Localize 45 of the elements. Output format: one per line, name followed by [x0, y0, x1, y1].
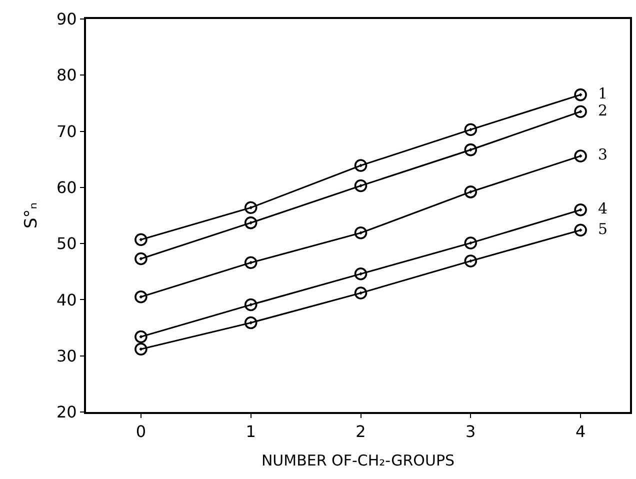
y-tick-label: 90 — [56, 10, 77, 29]
y-tick-label: 70 — [56, 122, 77, 141]
point — [464, 143, 478, 156]
series-label: 4 — [588, 200, 608, 218]
point — [464, 123, 478, 136]
y-tick-label: 60 — [56, 178, 77, 198]
point — [464, 254, 478, 268]
point — [244, 298, 258, 312]
x-tick-label: 2 — [356, 422, 366, 442]
point — [464, 236, 478, 250]
point — [574, 150, 587, 162]
point — [574, 88, 587, 102]
series-label: 5 — [588, 220, 608, 238]
point — [574, 224, 587, 236]
y-tick-label: 20 — [56, 402, 77, 422]
x-tick-label: 1 — [246, 422, 256, 442]
point — [464, 186, 478, 198]
point — [574, 105, 587, 118]
series-label: 2 — [588, 101, 608, 120]
point — [134, 252, 148, 266]
x-tick-label: 4 — [575, 422, 586, 442]
series-label: 3 — [588, 146, 608, 164]
point — [354, 286, 368, 300]
y-tick-label: 30 — [56, 346, 77, 366]
x-tick-label: 0 — [136, 422, 146, 442]
y-tick-label: 80 — [56, 66, 77, 85]
point — [134, 233, 148, 246]
point — [134, 290, 148, 304]
series-label: 1 — [588, 84, 608, 103]
point — [574, 203, 587, 216]
point — [354, 226, 368, 240]
y-axis-title: S°ₙ — [21, 202, 42, 229]
point — [244, 316, 258, 330]
y-tick-label: 50 — [56, 234, 77, 254]
point — [354, 159, 368, 172]
point — [244, 216, 258, 230]
point — [134, 342, 148, 356]
point — [354, 267, 368, 280]
point — [244, 201, 258, 214]
point — [244, 256, 258, 270]
point — [354, 179, 368, 192]
x-tick-label: 3 — [466, 422, 476, 442]
x-axis-title: NUMBER OF-CH₂-GROUPS — [261, 452, 455, 470]
y-tick-label: 40 — [56, 290, 77, 310]
point — [134, 330, 148, 344]
